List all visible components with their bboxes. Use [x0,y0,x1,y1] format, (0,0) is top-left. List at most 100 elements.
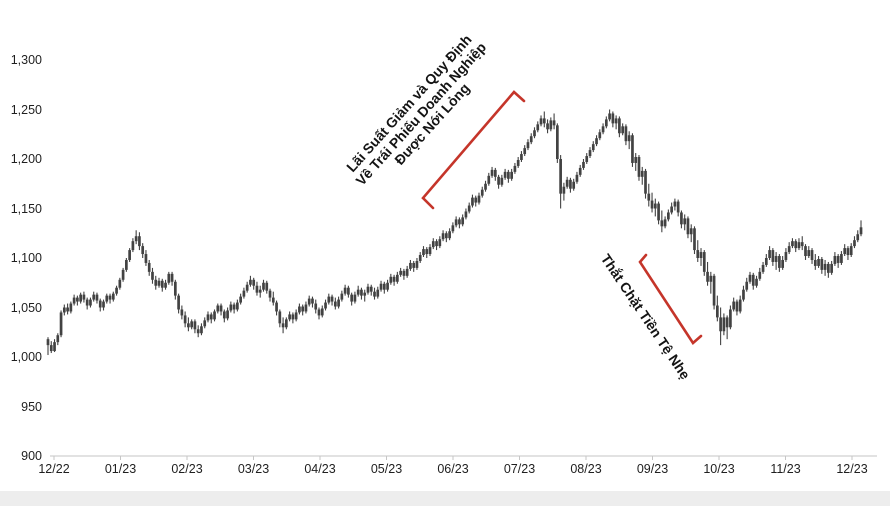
x-tick-label: 05/23 [370,462,403,476]
candle-body [637,157,641,177]
candle-body [327,296,331,303]
y-tick-label: 1,000 [10,350,42,364]
candle-body [147,262,151,272]
candle-body [751,274,755,286]
candle-body [193,321,197,330]
y-tick-label: 1,150 [10,201,42,216]
annotation-bracket-rate-cut-note [421,90,526,210]
candle-body [510,171,513,179]
candle-body [575,174,579,182]
candle-body [428,247,432,255]
candle-body [810,250,814,260]
candle-body [529,136,533,143]
candle-body [807,250,811,257]
candle-body [817,258,820,266]
candle-body [373,291,376,297]
candle-body [209,314,213,320]
candle-body [356,289,360,295]
candle-body [369,286,373,292]
candle-body [618,118,621,134]
candle-body [791,241,794,247]
candle-body [141,246,145,255]
candle-body [846,248,850,256]
candle-body [781,259,784,268]
candle-body [382,283,386,290]
candle-body [115,287,118,294]
candle-body [399,270,402,275]
x-tick-label: 09/23 [636,462,669,476]
candle-body [216,305,220,312]
candle-body [268,290,272,298]
candle-body [722,317,726,332]
candle-body [542,118,546,124]
candle-body [95,294,99,301]
candle-body [170,273,174,282]
candle-body [118,279,122,288]
candle-body [507,171,510,179]
candle-body [347,287,350,295]
candle-body [591,144,595,151]
candle-body [523,148,527,155]
candle-body [144,254,148,263]
candle-body [134,236,138,242]
candle-body [784,252,788,260]
candle-body [840,254,843,263]
candle-body [474,197,478,203]
candle-body [105,295,109,302]
candle-body [827,263,830,273]
candle-body [856,234,860,241]
candle-body [262,282,265,290]
candle-body [304,304,308,312]
candle-body [92,294,96,300]
y-tick-label: 1,100 [10,251,42,265]
candle-body [307,298,311,305]
candle-body [405,268,409,276]
candle-body [219,305,223,312]
candle-body [663,219,667,227]
candle-body [160,280,164,288]
candle-body [102,301,105,308]
candle-body [650,200,654,209]
candle-body [89,299,92,306]
candle-body [76,297,79,302]
candle-body [797,242,801,249]
candle-body [549,120,553,130]
candle-body [859,227,863,235]
candle-body [487,175,491,184]
candle-body [764,258,768,265]
candle-body [477,195,481,203]
candle-body [725,317,729,328]
candle-body [333,301,337,307]
candle-body [709,275,713,282]
candle-body [82,294,86,300]
candle-body [565,179,569,187]
y-tick-label: 1,300 [10,53,42,67]
y-tick-label: 1,200 [10,152,42,166]
candle-body [392,276,396,282]
candle-body [422,249,425,256]
candle-body [732,301,736,310]
x-tick-label: 07/23 [503,462,536,476]
candle-body [562,186,566,194]
candle-body [820,258,824,270]
candle-body [187,323,190,328]
candle-body [131,241,135,251]
candle-body [624,126,628,142]
candle-body [546,123,549,130]
x-tick-label: 04/23 [304,462,336,476]
candle-body [415,260,419,268]
candle-body [376,289,380,297]
candle-body [154,279,158,286]
candle-body [85,299,89,306]
candle-body [203,320,207,327]
candle-body [190,321,194,328]
candle-body [667,212,670,220]
candle-body [62,307,66,313]
candle-body [177,295,180,310]
candle-body [98,300,102,308]
candle-body [288,314,291,320]
candle-body [412,262,416,268]
candle-body [490,169,494,176]
x-tick-label: 12/22 [38,462,70,476]
